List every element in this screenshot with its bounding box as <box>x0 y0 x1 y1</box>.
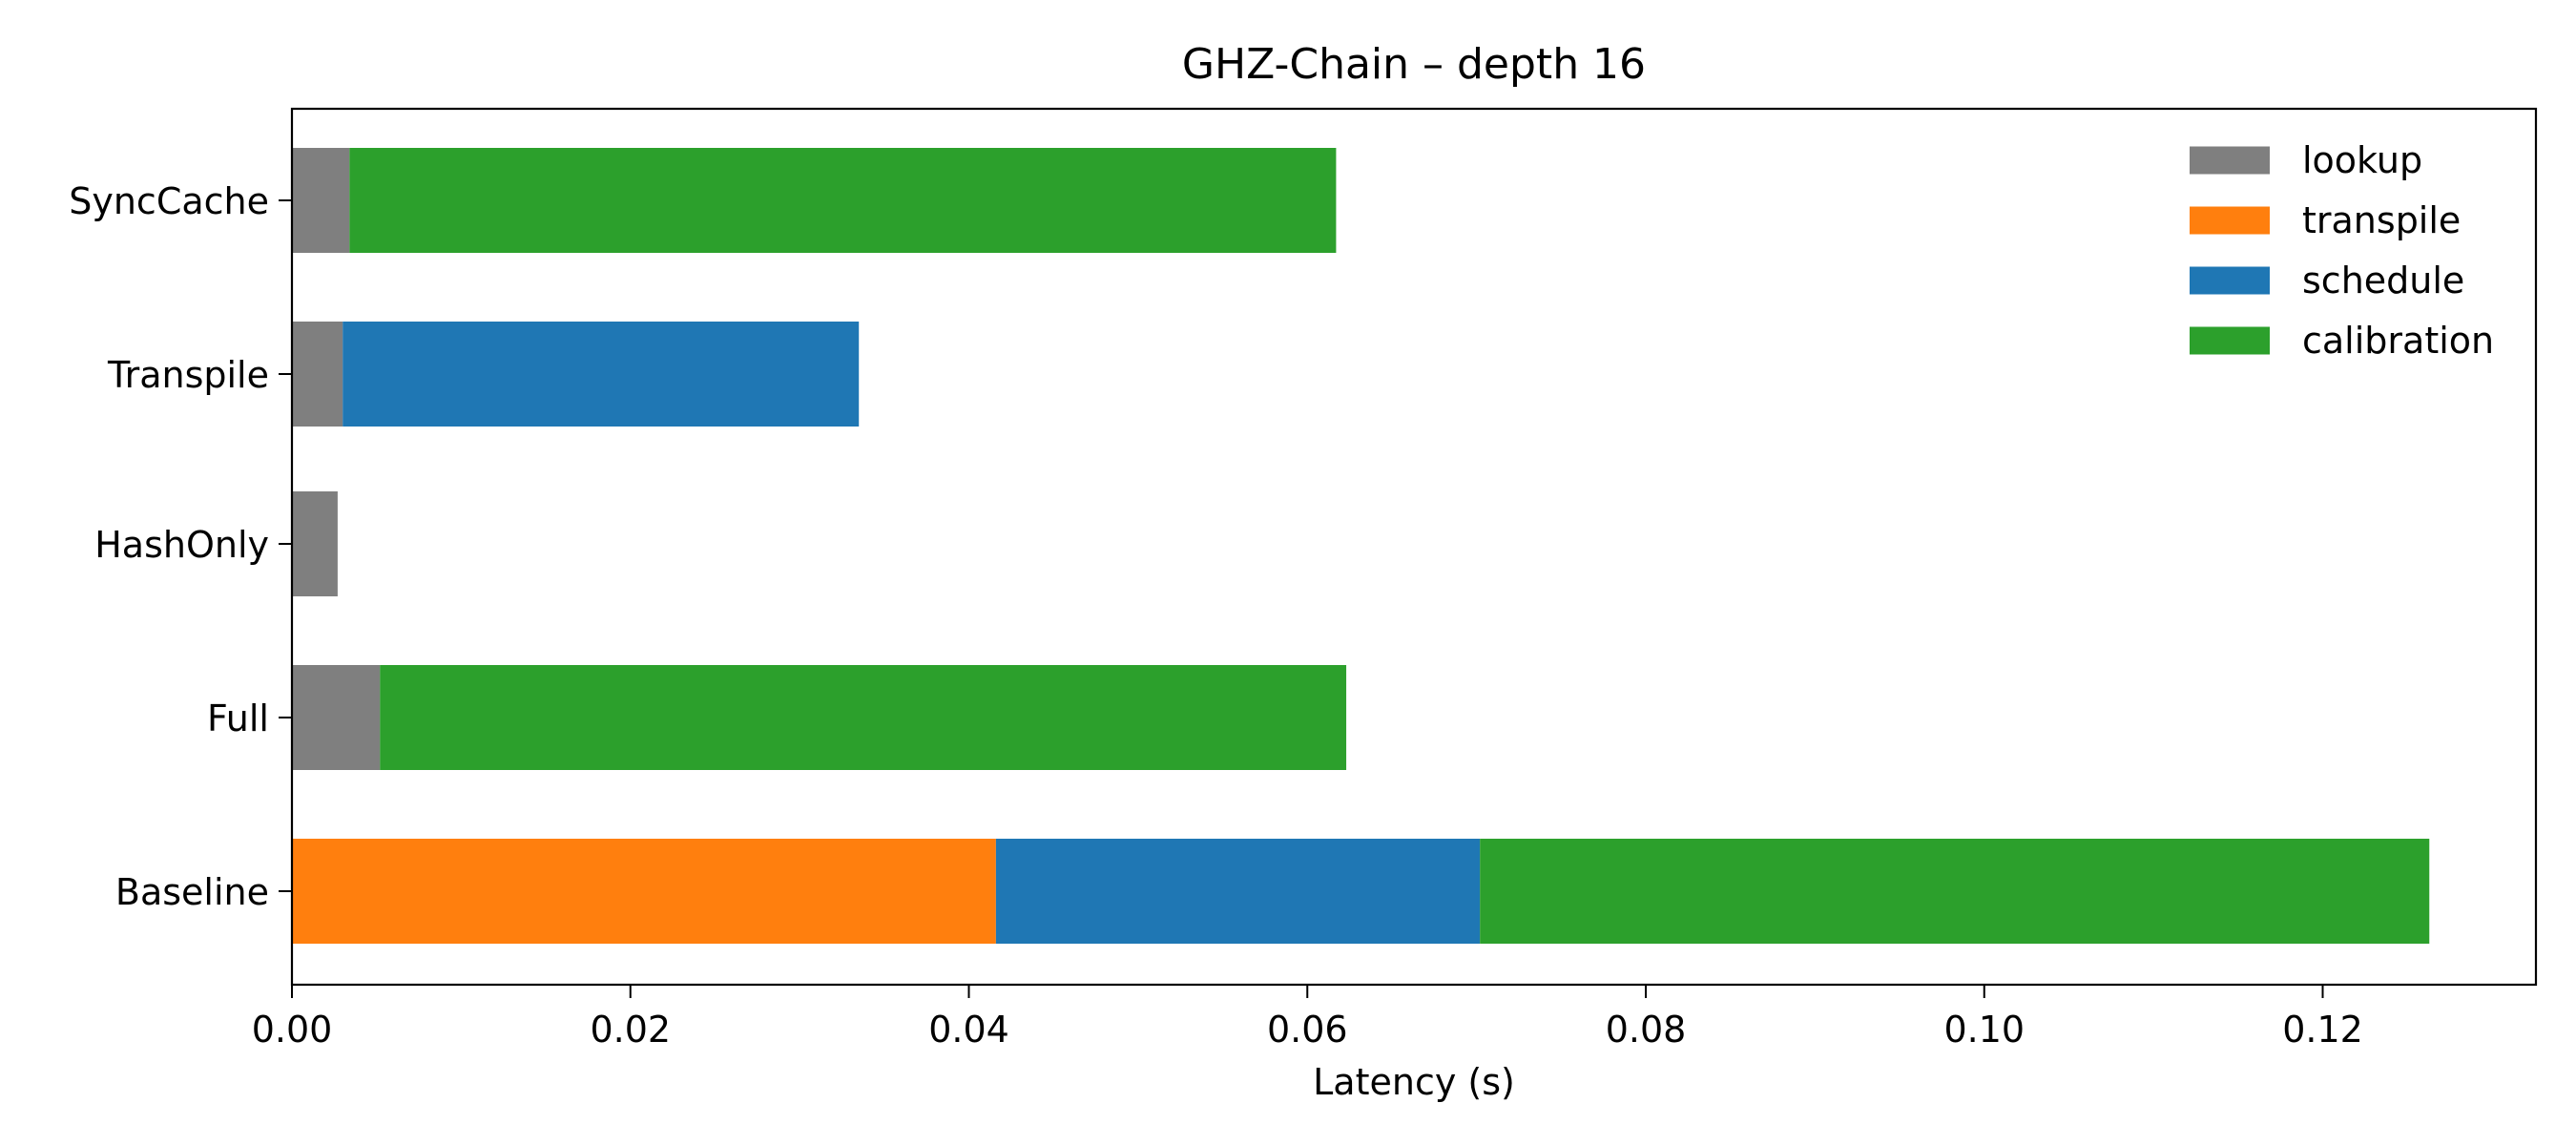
chart-title: GHZ-Chain – depth 16 <box>1182 40 1646 89</box>
legend-swatch-schedule <box>2190 266 2270 295</box>
x-tick-label: 0.00 <box>252 1009 333 1051</box>
x-tick-label: 0.10 <box>1943 1009 2025 1051</box>
y-tick-label: Transpile <box>107 354 269 396</box>
y-tick-label: Baseline <box>115 871 269 913</box>
bar-synccache-calibration <box>349 148 1337 253</box>
legend-swatch-lookup <box>2190 146 2270 175</box>
bar-hashonly-lookup <box>292 491 338 596</box>
bars-layer <box>292 148 2430 944</box>
legend-label-calibration: calibration <box>2302 320 2494 362</box>
x-tick-label: 0.04 <box>928 1009 1009 1051</box>
bar-baseline-calibration <box>1480 839 2430 944</box>
bar-full-lookup <box>292 665 381 770</box>
x-tick-label: 0.12 <box>2282 1009 2363 1051</box>
x-axis: 0.00 0.02 0.04 0.06 0.08 0.10 0.12 <box>252 985 2363 1051</box>
bar-synccache-lookup <box>292 148 350 253</box>
legend-label-transpile: transpile <box>2302 199 2461 241</box>
x-tick-label: 0.08 <box>1606 1009 1687 1051</box>
bar-transpile-lookup <box>292 322 343 427</box>
y-tick-label: Full <box>207 697 269 739</box>
x-tick-label: 0.02 <box>590 1009 671 1051</box>
y-axis: Baseline Full HashOnly Transpile SyncCache <box>69 180 292 913</box>
y-tick-label: HashOnly <box>94 524 269 566</box>
y-tick-label: SyncCache <box>69 180 269 222</box>
x-tick-label: 0.06 <box>1267 1009 1348 1051</box>
legend-label-schedule: schedule <box>2302 260 2464 302</box>
plot-frame <box>290 107 2538 987</box>
legend-swatch-calibration <box>2190 326 2270 355</box>
bar-baseline-schedule <box>995 839 1481 944</box>
legend-swatch-transpile <box>2190 206 2270 235</box>
x-axis-label: Latency (s) <box>1313 1061 1515 1103</box>
bar-baseline-transpile <box>292 839 996 944</box>
legend: lookup transpile schedule calibration <box>2190 139 2494 362</box>
bar-transpile-schedule <box>343 322 860 427</box>
bar-full-calibration <box>380 665 1347 770</box>
legend-label-lookup: lookup <box>2302 139 2422 181</box>
